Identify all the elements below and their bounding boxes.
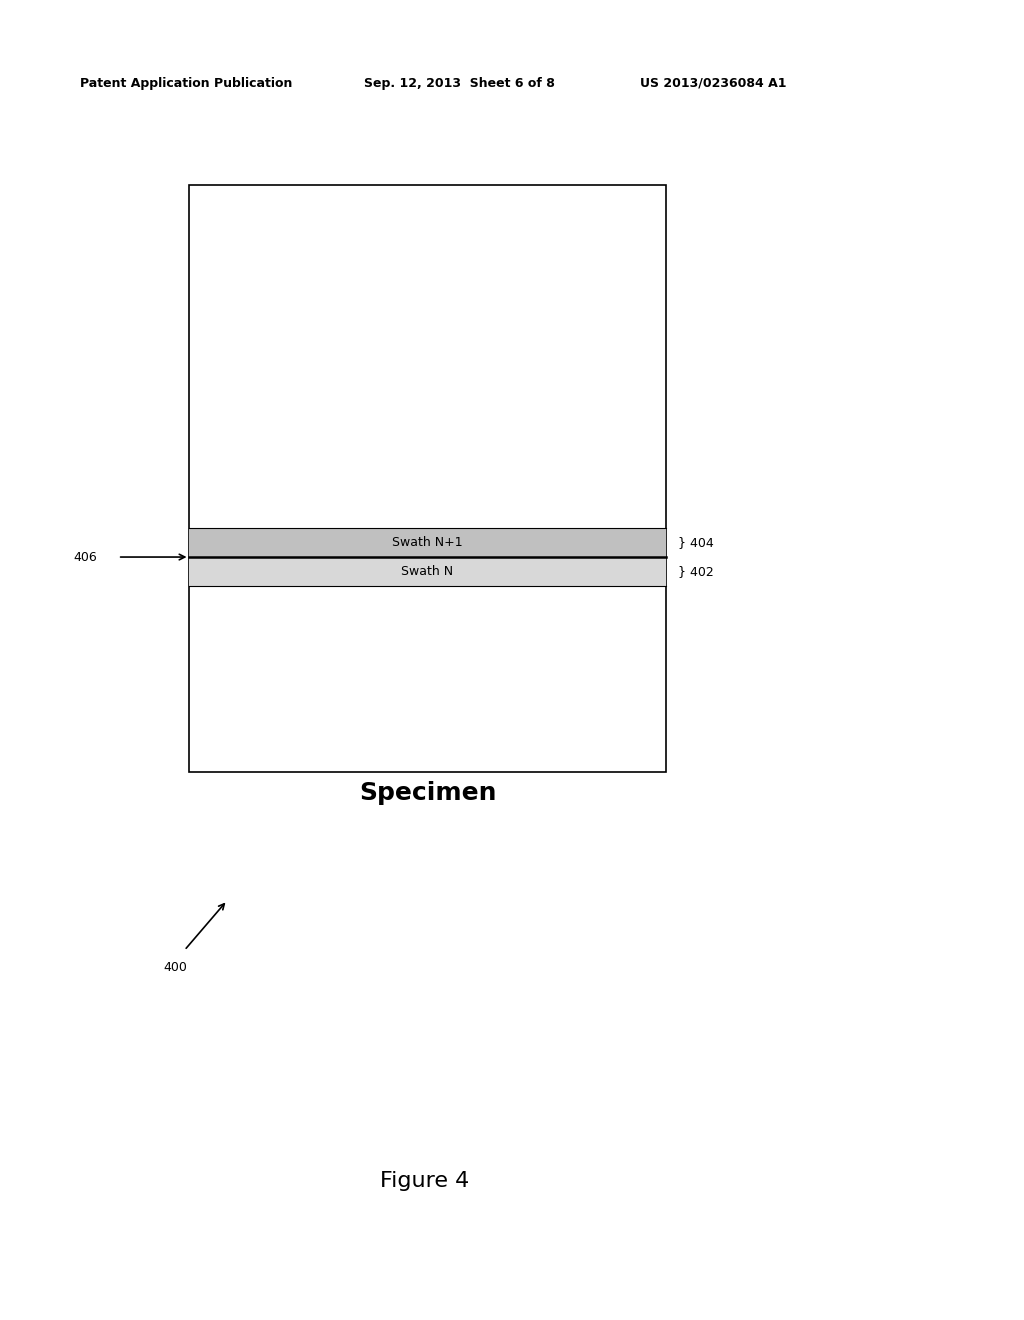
Text: US 2013/0236084 A1: US 2013/0236084 A1 (640, 77, 786, 90)
Text: 406: 406 (74, 550, 97, 564)
Bar (189, 185, 666, 772)
Bar (189, 528, 666, 557)
Text: 400: 400 (164, 961, 187, 974)
Text: Sep. 12, 2013  Sheet 6 of 8: Sep. 12, 2013 Sheet 6 of 8 (364, 77, 554, 90)
Text: Patent Application Publication: Patent Application Publication (80, 77, 292, 90)
Text: Specimen: Specimen (358, 781, 497, 805)
Bar (189, 557, 666, 586)
Text: Swath N: Swath N (401, 565, 454, 578)
Text: Figure 4: Figure 4 (380, 1171, 470, 1192)
Text: } 404: } 404 (678, 536, 714, 549)
Text: } 402: } 402 (678, 565, 714, 578)
Text: Swath N+1: Swath N+1 (392, 536, 463, 549)
